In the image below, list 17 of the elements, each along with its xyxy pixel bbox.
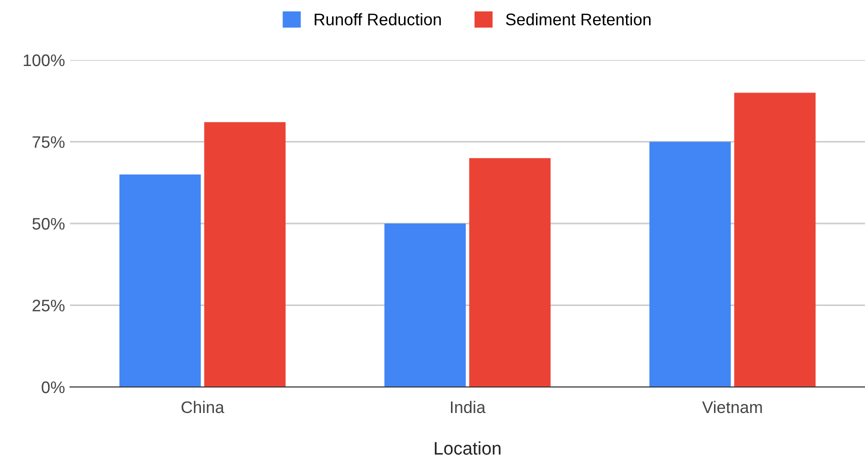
y-tick-label: 25% [32, 300, 65, 312]
bar [734, 92, 816, 387]
bar [384, 224, 466, 387]
x-tick-label: India [450, 400, 486, 414]
x-tick-label: Vietnam [702, 400, 762, 414]
y-tick-label: 50% [32, 218, 65, 230]
x-tick-label: China [182, 400, 224, 414]
x-axis-title: Location [434, 441, 500, 455]
y-tick-label: 0% [42, 381, 65, 394]
legend-label: Sediment Retention [506, 13, 651, 26]
bar [119, 174, 201, 387]
legend-label: Runoff Reduction [314, 13, 441, 26]
y-tick-label: 100% [24, 54, 65, 66]
bar [204, 122, 286, 387]
bar [649, 142, 731, 387]
bar [469, 158, 551, 387]
y-tick-label: 75% [32, 136, 65, 148]
